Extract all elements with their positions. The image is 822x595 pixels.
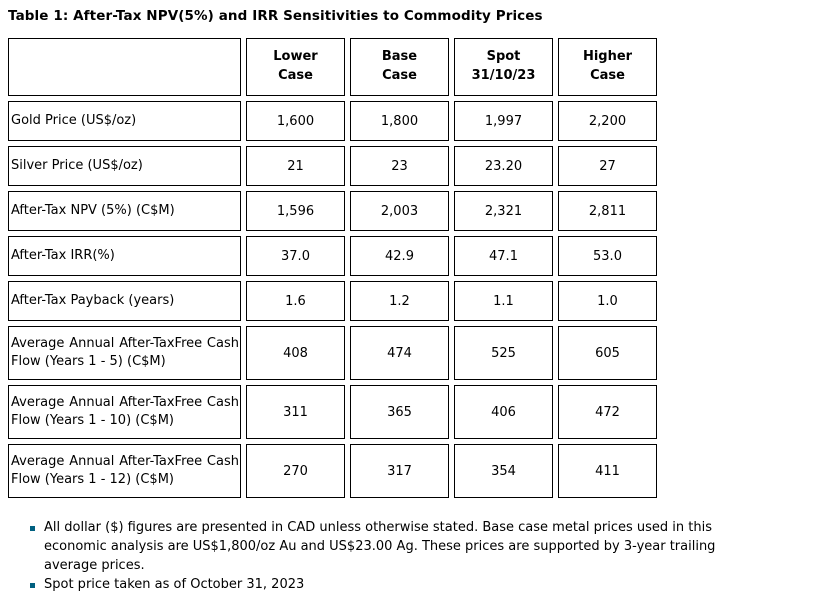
cell-value: 2,811	[558, 191, 657, 231]
cell-value: 21	[246, 146, 345, 186]
cell-value: 1.0	[558, 281, 657, 321]
column-header: Base Case	[350, 38, 449, 96]
cell-value: 1,600	[246, 101, 345, 141]
footnote-item: Spot price taken as of October 31, 2023	[30, 575, 732, 594]
cell-value: 2,003	[350, 191, 449, 231]
footnote-text: Spot price taken as of October 31, 2023	[44, 577, 305, 592]
cell-value: 1,800	[350, 101, 449, 141]
cell-value: 411	[558, 444, 657, 498]
table-title: Table 1: After-Tax NPV(5%) and IRR Sensi…	[8, 8, 543, 24]
table-row: After-Tax IRR(%) 37.0 42.9 47.1 53.0	[8, 236, 657, 276]
row-label: After-Tax NPV (5%) (C$M)	[8, 191, 241, 231]
table-row: After-Tax NPV (5%) (C$M) 1,596 2,003 2,321 2…	[8, 191, 657, 231]
cell-value: 474	[350, 326, 449, 380]
table-row: After-Tax Payback (years) 1.6 1.2 1.1 1.0	[8, 281, 657, 321]
cell-value: 1,997	[454, 101, 553, 141]
cell-value: 317	[350, 444, 449, 498]
cell-value: 311	[246, 385, 345, 439]
column-header: Lower Case	[246, 38, 345, 96]
table-row: Silver Price (US$/oz) 21 23 23.20 27	[8, 146, 657, 186]
row-label: After-Tax Payback (years)	[8, 281, 241, 321]
cell-value: 1.1	[454, 281, 553, 321]
cell-value: 472	[558, 385, 657, 439]
cell-value: 23.20	[454, 146, 553, 186]
cell-value: 1,596	[246, 191, 345, 231]
table-row: Gold Price (US$/oz) 1,600 1,800 1,997 2,200	[8, 101, 657, 141]
cell-value: 47.1	[454, 236, 553, 276]
row-label: Gold Price (US$/oz)	[8, 101, 241, 141]
footnote-text: All dollar ($) figures are presented in …	[44, 520, 716, 573]
square-bullet-icon	[30, 526, 35, 531]
cell-value: 27	[558, 146, 657, 186]
cell-value: 354	[454, 444, 553, 498]
cell-value: 1.2	[350, 281, 449, 321]
header-row: Lower Case Base Case Spot 31/10/23 Higher C…	[8, 38, 657, 96]
row-label: Average Annual After-TaxFree Cash Flow (…	[8, 385, 241, 439]
cell-value: 53.0	[558, 236, 657, 276]
row-label: After-Tax IRR(%)	[8, 236, 241, 276]
row-label: Average Annual After-TaxFree Cash Flow (…	[8, 326, 241, 380]
footnote-item: All dollar ($) figures are presented in …	[30, 518, 732, 575]
row-label: Average Annual After-TaxFree Cash Flow (…	[8, 444, 241, 498]
cell-value: 1.6	[246, 281, 345, 321]
table-row: Average Annual After-TaxFree Cash Flow (…	[8, 326, 657, 380]
square-bullet-icon	[30, 583, 35, 588]
cell-value: 365	[350, 385, 449, 439]
row-label: Silver Price (US$/oz)	[8, 146, 241, 186]
cell-value: 2,321	[454, 191, 553, 231]
cell-value: 605	[558, 326, 657, 380]
cell-value: 37.0	[246, 236, 345, 276]
cell-value: 270	[246, 444, 345, 498]
footnotes: All dollar ($) figures are presented in …	[30, 518, 732, 594]
cell-value: 42.9	[350, 236, 449, 276]
sensitivities-table: Lower Case Base Case Spot 31/10/23 Higher C…	[3, 33, 662, 503]
cell-value: 408	[246, 326, 345, 380]
cell-value: 23	[350, 146, 449, 186]
table-row: Average Annual After-TaxFree Cash Flow (…	[8, 444, 657, 498]
table-row: Average Annual After-TaxFree Cash Flow (…	[8, 385, 657, 439]
column-header: Higher Case	[558, 38, 657, 96]
column-header: Spot 31/10/23	[454, 38, 553, 96]
cell-value: 2,200	[558, 101, 657, 141]
corner-cell	[8, 38, 241, 96]
cell-value: 525	[454, 326, 553, 380]
cell-value: 406	[454, 385, 553, 439]
